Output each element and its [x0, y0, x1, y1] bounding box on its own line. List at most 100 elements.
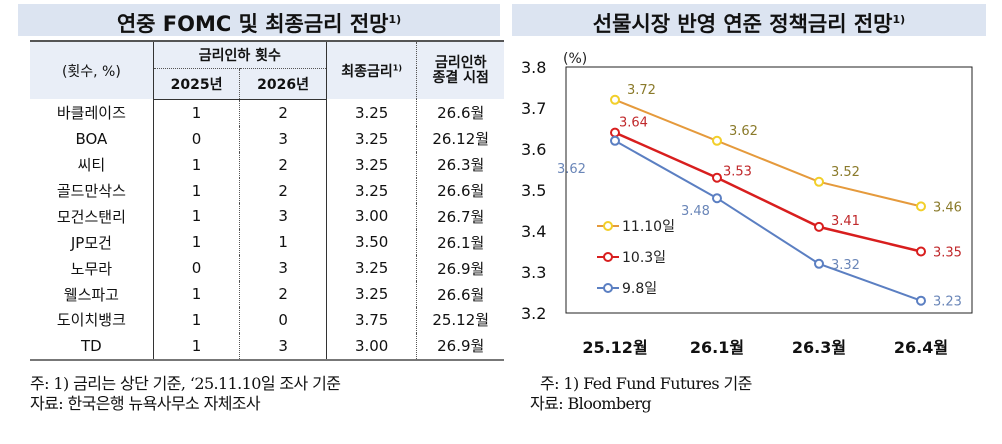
- y-tick-label: 3.3: [521, 263, 546, 282]
- data-label: 3.62: [729, 124, 758, 139]
- final-rate-header-text: 최종금리: [341, 63, 393, 80]
- data-point: [814, 258, 824, 269]
- y2026-header: 2026년: [239, 67, 327, 100]
- cell-end: 26.7월: [416, 203, 504, 230]
- cell-rate: 3.25: [325, 281, 417, 308]
- y-tick-label: 3.4: [521, 222, 546, 241]
- cell-bank: TD: [30, 332, 154, 361]
- cell-c2025: 0: [152, 125, 240, 152]
- cell-end: 26.6월: [416, 177, 504, 204]
- cell-bank: 모건스탠리: [56, 207, 126, 226]
- cell-c2026: 1: [239, 229, 327, 256]
- cell-c2026: 3: [239, 125, 327, 152]
- table-source: 자료: 한국은행 뉴욕사무소 자체조사: [30, 394, 261, 413]
- rate-chart: (%) 3.8 3.7 3.6 3.5 3.4 3.3 3.2 25.12월 26.1월 26.3월…: [521, 51, 973, 357]
- cell-c2025: 1: [152, 281, 240, 308]
- chart-title: 선물시장 반영 연준 정책금리 전망1): [512, 4, 986, 36]
- cell-end: 26.9월: [416, 332, 504, 361]
- cell-c2025: 1: [152, 229, 240, 256]
- y-axis-unit: (%): [563, 51, 587, 67]
- cell-c2025: 1: [152, 177, 240, 204]
- cell-bank: 골드만삭스: [56, 182, 126, 200]
- y2025-header: 2025년: [152, 67, 240, 100]
- cell-rate: 3.00: [325, 203, 417, 230]
- data-point: [916, 246, 926, 257]
- table-row: 바클레이즈 1 2 3.25 26.6월: [30, 99, 504, 126]
- footnote-marker: 1): [892, 13, 906, 26]
- x-tick-label: 26.4월: [894, 338, 948, 357]
- cell-end: 26.6월: [416, 281, 504, 308]
- table-note: 주: 1) 금리는 상단 기준, ‘25.11.10일 조사 기준: [30, 374, 341, 393]
- cell-rate: 3.25: [325, 151, 417, 178]
- table-row: BOA 0 3 3.25 26.12월: [30, 125, 504, 152]
- unit-header: (횟수, %): [30, 39, 154, 100]
- legend-label: 10.3일: [622, 250, 666, 266]
- data-label: 3.35: [933, 246, 962, 261]
- cell-bank: 바클레이즈: [56, 104, 126, 123]
- cell-c2026: 2: [239, 99, 327, 126]
- cell-bank: 씨티: [77, 156, 106, 175]
- cell-c2026: 3: [239, 255, 327, 282]
- forecast-table: (횟수, %) 금리인하 횟수 최종금리1) 금리인하 종결 시점 2025년 2…: [30, 39, 504, 361]
- footnote-marker: 1): [392, 63, 403, 73]
- plot-frame: [565, 66, 973, 314]
- data-point: [610, 135, 620, 146]
- cell-c2025: 0: [152, 255, 240, 282]
- cell-rate: 3.25: [325, 125, 417, 152]
- table-row: JP모건 1 1 3.50 26.1월: [30, 229, 504, 256]
- y-tick-label: 3.6: [521, 140, 546, 159]
- data-point: [916, 201, 926, 212]
- table-row: 도이치뱅크 1 0 3.75 25.12월: [30, 307, 504, 333]
- cell-rate: 3.25: [325, 99, 417, 126]
- table-row: 노무라 0 3 3.25 26.9월: [30, 255, 504, 282]
- x-tick-label: 26.1월: [690, 338, 744, 357]
- data-label: 3.23: [933, 295, 962, 310]
- end-time-header-line1: 금리인하: [434, 54, 487, 71]
- data-point: [814, 221, 824, 232]
- end-time-header: 금리인하 종결 시점: [416, 39, 504, 100]
- data-point: [712, 172, 722, 183]
- legend-marker: [603, 221, 613, 231]
- cell-c2025: 1: [152, 151, 240, 178]
- cell-end: 25.12월: [416, 307, 504, 333]
- cell-end: 26.6월: [416, 99, 504, 126]
- cell-end: 26.9월: [416, 255, 504, 282]
- cell-end: 26.1월: [416, 229, 504, 256]
- cell-rate: 3.25: [325, 177, 417, 204]
- y-tick-label: 3.7: [521, 99, 546, 118]
- cell-c2025: 1: [152, 307, 240, 333]
- final-rate-header: 최종금리1): [325, 39, 417, 100]
- chart-title-text: 선물시장 반영 연준 정책금리 전망: [592, 12, 893, 36]
- data-label: 3.62: [557, 162, 586, 177]
- y-tick-label: 3.5: [521, 181, 546, 200]
- data-label: 3.32: [831, 258, 860, 273]
- end-time-header-line2: 종결 시점: [432, 69, 489, 86]
- data-point: [814, 176, 824, 187]
- chart-note: 주: 1) Fed Fund Futures 기준: [540, 374, 752, 393]
- legend-marker: [603, 252, 613, 262]
- y-tick-label: 3.8: [521, 58, 546, 77]
- table-row: 골드만삭스 1 2 3.25 26.6월: [30, 177, 504, 204]
- cell-c2026: 2: [239, 151, 327, 178]
- legend-label: 11.10일: [622, 219, 675, 235]
- cell-c2025: 1: [152, 332, 240, 361]
- cell-c2026: 2: [239, 281, 327, 308]
- cell-rate: 3.25: [325, 255, 417, 282]
- data-label: 3.53: [723, 165, 752, 180]
- data-label: 3.72: [627, 83, 656, 98]
- cell-c2026: 3: [239, 332, 327, 361]
- cell-bank: 도이치뱅크: [56, 311, 126, 330]
- legend-marker: [603, 283, 613, 293]
- cell-c2025: 1: [152, 99, 240, 126]
- cell-rate: 3.50: [325, 229, 417, 256]
- cell-c2026: 2: [239, 177, 327, 204]
- legend-label: 9.8일: [622, 281, 657, 297]
- cell-end: 26.3월: [416, 151, 504, 178]
- series-line-9.8일: [614, 139, 922, 302]
- data-label: 3.46: [933, 200, 962, 215]
- x-tick-label: 25.12월: [582, 338, 647, 357]
- cell-rate: 3.00: [325, 332, 417, 361]
- chart-source: 자료: Bloomberg: [530, 394, 652, 413]
- table-title-text: 연중 FOMC 및 최종금리 전망: [116, 12, 389, 36]
- series-line-10.3일: [614, 131, 922, 253]
